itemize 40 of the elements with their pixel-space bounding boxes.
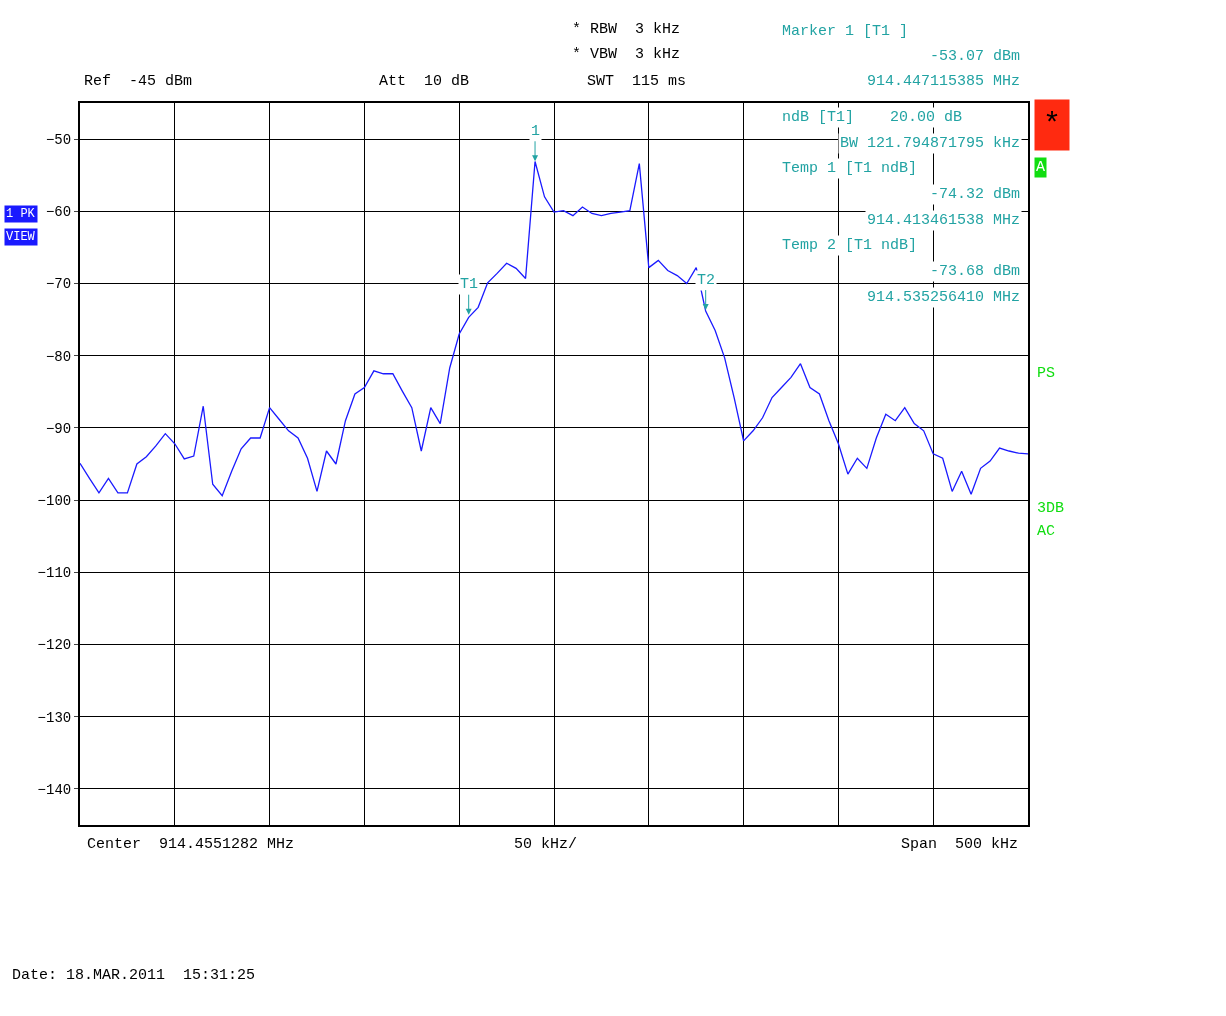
annotation: T1 <box>460 276 479 293</box>
y-tick-label: −120 <box>37 637 72 654</box>
text: Marker 1 [T1 ] <box>782 23 909 40</box>
annotation: -74.32 dBm <box>930 186 1021 203</box>
text: * RBW 3 kHz <box>572 21 681 38</box>
y-tick-label: −110 <box>37 565 72 582</box>
y-tick-label: −70 <box>45 276 72 293</box>
annotation: 914.535256410 MHz <box>867 289 1021 306</box>
annotation: ndB [T1] 20.00 dB <box>782 109 963 126</box>
y-tick-label: −90 <box>45 420 72 437</box>
text: PS <box>1037 365 1056 382</box>
text: * <box>1043 108 1062 142</box>
text: 3DB <box>1037 500 1065 517</box>
text: VIEW <box>6 230 36 244</box>
text: * VBW 3 kHz <box>572 46 681 63</box>
annotation: 914.413461538 MHz <box>867 212 1021 229</box>
annotation: Temp 2 [T1 ndB] <box>782 237 918 254</box>
annotation: T2 <box>697 272 716 289</box>
text: 50 kHz/ <box>514 836 578 853</box>
text: AC <box>1037 523 1056 540</box>
text: -53.07 dBm <box>930 48 1021 65</box>
text: SWT 115 ms <box>587 73 687 90</box>
y-tick-label: −100 <box>37 493 72 509</box>
text: Center 914.4551282 MHz <box>87 836 295 853</box>
y-tick-label: −60 <box>45 204 72 221</box>
text: A <box>1036 159 1046 176</box>
y-tick-label: −50 <box>45 132 72 148</box>
annotation: Temp 1 [T1 ndB] <box>782 160 918 177</box>
text: 1 PK <box>6 207 36 221</box>
annotation: BW 121.794871795 kHz <box>840 135 1021 152</box>
text: Span 500 kHz <box>901 836 1019 853</box>
text: 914.447115385 MHz <box>867 73 1021 90</box>
annotation: -73.68 dBm <box>930 263 1021 280</box>
text: Att 10 dB <box>379 73 470 90</box>
y-tick-label: −130 <box>37 709 72 726</box>
y-tick-label: −140 <box>37 781 72 798</box>
annotation: 1 <box>531 123 541 140</box>
text: Ref -45 dBm <box>84 73 193 90</box>
y-tick-label: −80 <box>45 348 72 365</box>
text: Date: 18.MAR.2011 15:31:25 <box>12 967 256 984</box>
